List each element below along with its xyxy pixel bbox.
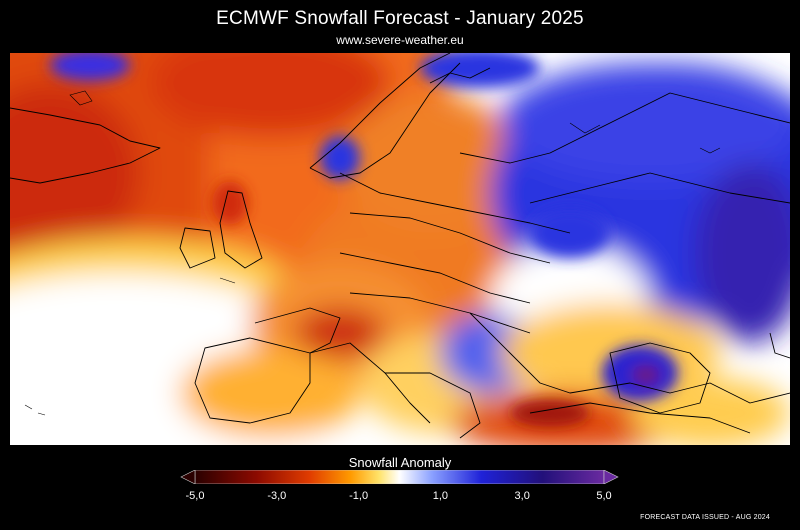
colorbar-gradient	[194, 470, 605, 484]
anomaly-map-svg	[10, 53, 790, 445]
colorbar-min-arrow	[180, 470, 196, 484]
colorbar-tick-label: -5,0	[185, 490, 205, 502]
anomaly-map	[10, 53, 790, 445]
colorbar-max-arrow	[603, 470, 619, 484]
legend-title: Snowfall Anomaly	[348, 455, 452, 470]
colorbar-tick-label: -1,0	[349, 490, 369, 502]
colorbar	[180, 470, 619, 484]
issued-note: FORECAST DATA ISSUED - AUG 2024	[640, 514, 770, 521]
colorbar-tick-label: -3,0	[267, 490, 287, 502]
colorbar-tick-label: 5,0	[596, 490, 612, 502]
colorbar-tick-label: 1,0	[432, 490, 449, 502]
source-url: www.severe-weather.eu	[336, 33, 464, 47]
colorbar-tick-label: 3,0	[514, 490, 530, 502]
chart-title: ECMWF Snowfall Forecast - January 2025	[216, 8, 584, 29]
